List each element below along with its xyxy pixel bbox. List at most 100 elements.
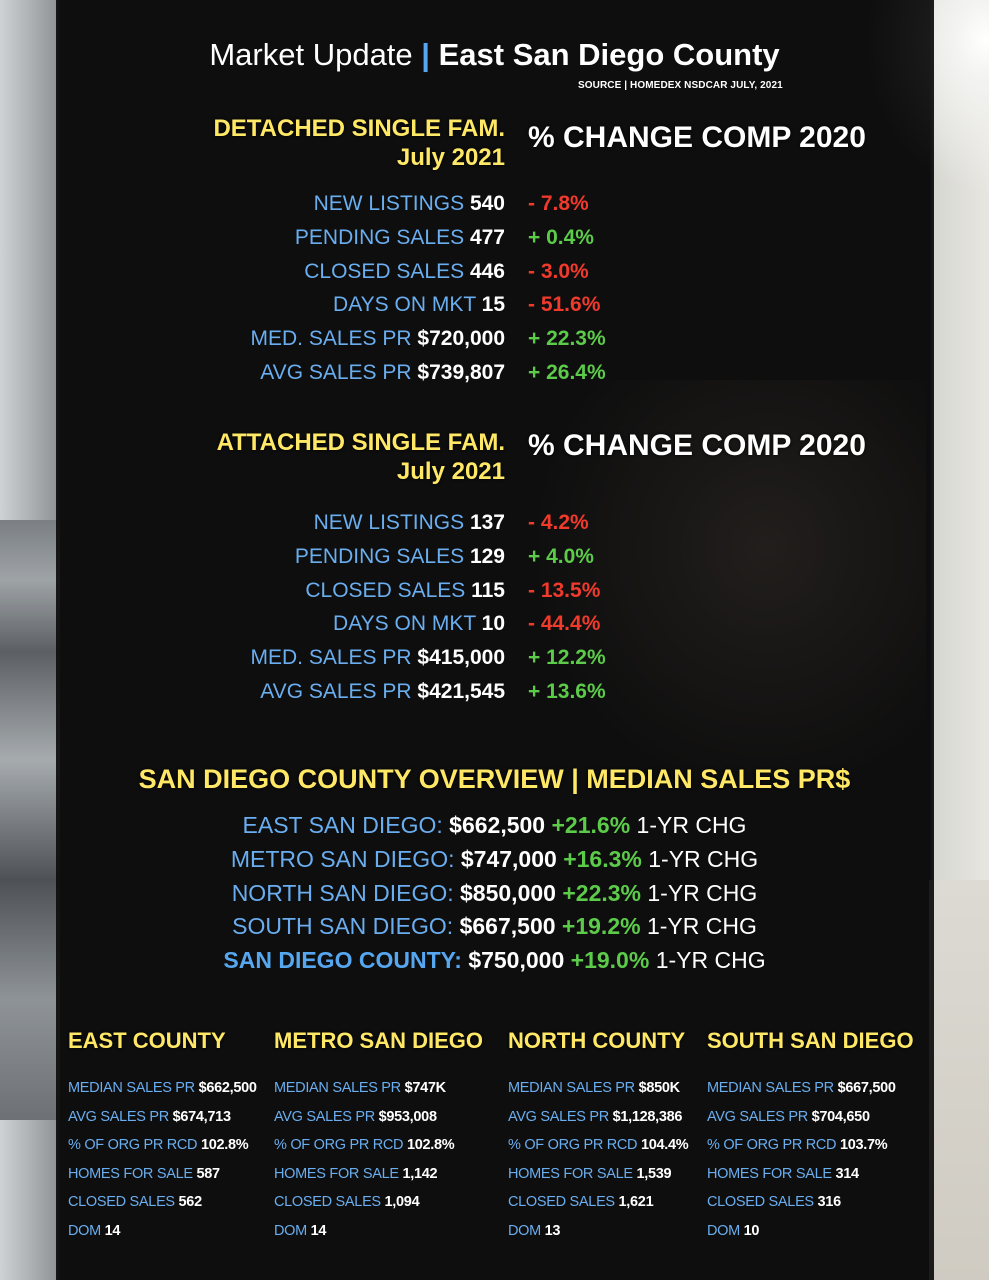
overview-row: SOUTH SAN DIEGO: $667,500 +19.2% 1-YR CH… [0, 910, 989, 942]
attached-heading: ATTACHED SINGLE FAM. July 2021 [217, 428, 505, 486]
region-stat: DOM 13 [508, 1221, 560, 1241]
attached-row: NEW LISTINGS 137 - 4.2% [0, 508, 989, 538]
detached-row: DAYS ON MKT 15 - 51.6% [0, 290, 989, 320]
detached-heading: DETACHED SINGLE FAM. July 2021 [213, 114, 505, 172]
region-stat: % OF ORG PR RCD 102.8% [274, 1135, 455, 1155]
region-stat-value: 103.7% [839, 1137, 888, 1154]
region-stat-value: $747K [404, 1080, 447, 1096]
region-stat: MEDIAN SALES PR $747K [274, 1078, 446, 1098]
title-separator: | [421, 37, 430, 72]
detached-row-change: - 3.0% [528, 259, 589, 283]
region-stat: CLOSED SALES 1,094 [274, 1192, 420, 1212]
attached-row-value: $415,000 [417, 646, 505, 670]
region-stat-value: $850K [638, 1080, 681, 1096]
attached-change-heading: % CHANGE COMP 2020 [528, 429, 866, 462]
attached-row-label-group: CLOSED SALES 115 [305, 576, 505, 606]
detached-row-change: + 22.3% [528, 327, 606, 351]
attached-row-label-group: PENDING SALES 129 [295, 542, 505, 572]
attached-row-label: NEW LISTINGS [313, 511, 470, 534]
detached-row-value: 446 [469, 259, 505, 283]
region-column: EAST COUNTY MEDIAN SALES PR $662,500 AVG S… [68, 1026, 257, 1239]
background-ovens [0, 520, 60, 1120]
region-stat-label: DOM [707, 1223, 744, 1239]
overview-suffix: 1-YR CHG [647, 879, 758, 906]
overview-suffix: 1-YR CHG [648, 845, 759, 872]
region-stat: DOM 14 [68, 1221, 120, 1241]
overview-suffix: 1-YR CHG [636, 812, 747, 838]
attached-row: AVG SALES PR $421,545 + 13.6% [0, 677, 989, 707]
region-stat: MEDIAN SALES PR $850K [508, 1078, 680, 1098]
detached-heading-title: DETACHED SINGLE FAM. [213, 115, 505, 142]
detached-heading-date: July 2021 [396, 144, 505, 171]
page-title: Market Update | East San Diego County [0, 36, 989, 74]
overview-price: $662,500 [449, 812, 552, 838]
region-stat-value: 13 [544, 1223, 561, 1239]
attached-row-label-group: DAYS ON MKT 10 [333, 609, 505, 639]
detached-row-label: NEW LISTINGS [313, 192, 470, 215]
region-stat-label: DOM [274, 1223, 311, 1239]
region-stat-label: % OF ORG PR RCD [274, 1137, 407, 1154]
attached-row-change: - 13.5% [528, 578, 601, 602]
region-stat-value: 587 [196, 1165, 220, 1182]
overview-change: +16.3% [563, 845, 649, 872]
overview-title: SAN DIEGO COUNTY OVERVIEW | MEDIAN SALES… [138, 764, 851, 794]
overview-area: SOUTH SAN DIEGO: [232, 913, 460, 940]
region-stat: DOM 14 [274, 1221, 326, 1241]
overview-change: +22.3% [562, 879, 648, 906]
attached-row-change: + 4.0% [528, 544, 594, 568]
attached-row-value: 115 [471, 578, 505, 602]
region-stat-label: % OF ORG PR RCD [707, 1137, 840, 1154]
region-stat-value: 10 [743, 1223, 760, 1239]
overview-price: $747,000 [460, 845, 564, 872]
region-stat: CLOSED SALES 562 [68, 1192, 202, 1212]
region-stat-value: 1,094 [384, 1194, 420, 1211]
detached-change-heading: % CHANGE COMP 2020 [528, 121, 866, 154]
attached-row-change: + 13.6% [528, 680, 606, 703]
region-stat-value: 1,621 [618, 1194, 654, 1211]
region-stat-value: 102.8% [406, 1137, 455, 1154]
region-stat: MEDIAN SALES PR $662,500 [68, 1078, 257, 1098]
region-stat-label: % OF ORG PR RCD [68, 1137, 201, 1154]
region-stat-label: HOMES FOR SALE [707, 1165, 836, 1182]
detached-row-change: - 51.6% [528, 293, 601, 317]
region-stat-label: CLOSED SALES [508, 1194, 619, 1211]
region-stat-value: $1,128,386 [612, 1108, 683, 1125]
region-stat-value: 102.8% [200, 1137, 249, 1154]
region-stat: HOMES FOR SALE 1,142 [274, 1164, 438, 1184]
overview-suffix: 1-YR CHG [655, 947, 766, 974]
region-column: METRO SAN DIEGO MEDIAN SALES PR $747K AVG … [274, 1026, 483, 1239]
region-stat-label: CLOSED SALES [707, 1194, 818, 1211]
detached-row-label-group: CLOSED SALES 446 [304, 257, 505, 287]
region-stat: AVG SALES PR $674,713 [68, 1107, 231, 1127]
region-stat-label: DOM [508, 1223, 545, 1239]
region-stat: DOM 10 [707, 1221, 759, 1241]
overview-price: $750,000 [468, 947, 571, 974]
region-stat-value: $662,500 [198, 1080, 257, 1096]
attached-row-label-group: MED. SALES PR $415,000 [251, 643, 505, 673]
overview-area: NORTH SAN DIEGO: [231, 879, 461, 906]
detached-row-label: MED. SALES PR [250, 327, 418, 351]
dark-overlay-panel [56, 0, 934, 1280]
attached-row-value: 10 [481, 612, 505, 636]
region-stat-label: MEDIAN SALES PR [68, 1080, 199, 1096]
attached-row-label: MED. SALES PR [250, 646, 418, 670]
region-stat-label: AVG SALES PR [274, 1108, 379, 1125]
region-stat-label: MEDIAN SALES PR [274, 1080, 405, 1096]
panel-glow [526, 380, 926, 800]
overview-change: +19.2% [561, 913, 647, 940]
attached-row: CLOSED SALES 115 - 13.5% [0, 576, 989, 606]
region-stat: CLOSED SALES 1,621 [508, 1192, 654, 1212]
attached-row-change: + 12.2% [528, 646, 606, 670]
region-stat-label: MEDIAN SALES PR [508, 1080, 639, 1096]
attached-row-label-group: AVG SALES PR $421,545 [260, 677, 505, 707]
overview-price: $667,500 [459, 913, 562, 940]
detached-row-label-group: AVG SALES PR $739,807 [260, 358, 505, 388]
region-stat: HOMES FOR SALE 1,539 [508, 1164, 672, 1184]
detached-row-label-group: PENDING SALES 477 [295, 223, 505, 253]
region-stat: % OF ORG PR RCD 102.8% [68, 1135, 249, 1155]
detached-row-value: 477 [469, 225, 505, 249]
region-stat-label: AVG SALES PR [68, 1108, 173, 1125]
region-stat-label: CLOSED SALES [274, 1194, 385, 1211]
detached-row-label: PENDING SALES [294, 225, 470, 249]
attached-heading-title: ATTACHED SINGLE FAM. [216, 429, 505, 456]
